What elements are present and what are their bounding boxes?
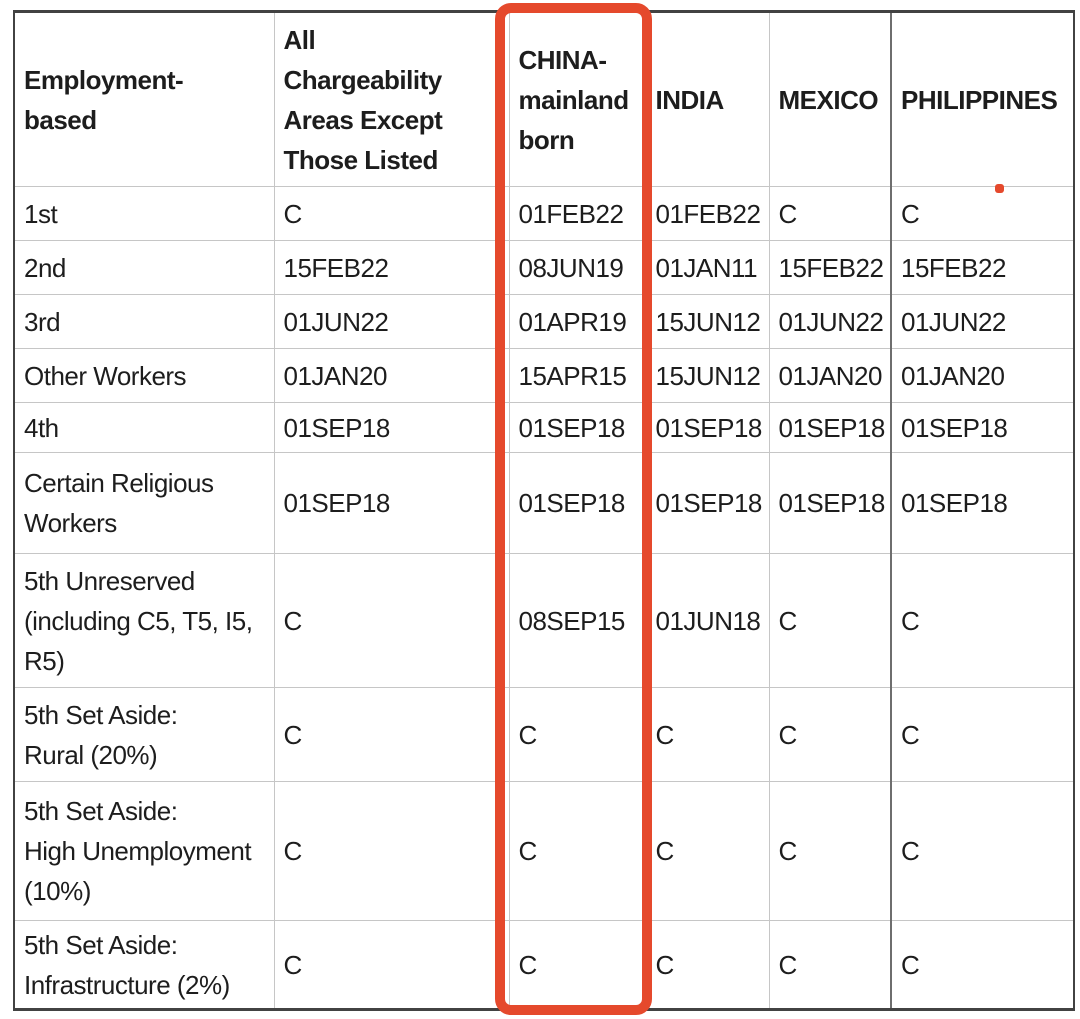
date-cell: C (273, 920, 510, 1010)
row-label-cell: 5th Set Aside: Rural (20%) (13, 687, 275, 782)
row-label-cell: Other Workers (13, 348, 275, 403)
table-row-1st: 1st C 01FEB22 01FEB22 C C (13, 186, 1075, 241)
red-marker-dot (995, 184, 1004, 193)
date-cell: 01JAN11 (645, 240, 770, 295)
date-cell: C (508, 781, 647, 921)
date-cell: 15JUN12 (645, 348, 770, 403)
table-row-5th-set-aside-high-unemployment: 5th Set Aside: High Unemployment (10%) C… (13, 781, 1075, 921)
header-cell-india: INDIA (645, 11, 770, 187)
date-cell: C (890, 687, 1075, 782)
date-cell: 01SEP18 (890, 402, 1075, 453)
header-cell-china-mainland-born: CHINA- mainland born (508, 11, 647, 187)
date-cell: 01FEB22 (508, 186, 647, 241)
date-cell: 01JUN22 (890, 294, 1075, 349)
date-cell: 01JAN20 (890, 348, 1075, 403)
table-row-4th: 4th 01SEP18 01SEP18 01SEP18 01SEP18 01SE… (13, 402, 1075, 453)
employment-based-final-action-dates-table: Employment- based All Chargeability Area… (13, 10, 1075, 1011)
date-cell: 01APR19 (508, 294, 647, 349)
date-cell: 01JUN22 (273, 294, 510, 349)
row-label-cell: Certain Religious Workers (13, 452, 275, 554)
row-label-cell: 2nd (13, 240, 275, 295)
row-label-cell: 5th Set Aside: Infrastructure (2%) (13, 920, 275, 1010)
date-cell: 15FEB22 (768, 240, 892, 295)
date-cell: 15APR15 (508, 348, 647, 403)
date-cell: C (508, 687, 647, 782)
date-cell: C (768, 781, 892, 921)
row-label-cell: 5th Unreserved (including C5, T5, I5, R5… (13, 553, 275, 688)
date-cell: 08SEP15 (508, 553, 647, 688)
date-cell: C (890, 920, 1075, 1010)
table-row-5th-unreserved: 5th Unreserved (including C5, T5, I5, R5… (13, 553, 1075, 688)
date-cell: C (768, 920, 892, 1010)
date-cell: 01JUN18 (645, 553, 770, 688)
row-label-cell: 4th (13, 402, 275, 453)
date-cell: 01SEP18 (645, 402, 770, 453)
date-cell: C (768, 186, 892, 241)
date-cell: 08JUN19 (508, 240, 647, 295)
date-cell: 01SEP18 (768, 402, 892, 453)
date-cell: C (273, 687, 510, 782)
date-cell: 15FEB22 (890, 240, 1075, 295)
date-cell: 01SEP18 (273, 402, 510, 453)
date-cell: 15FEB22 (273, 240, 510, 295)
header-cell-all-chargeability: All Chargeability Areas Except Those Lis… (273, 11, 510, 187)
date-cell: 01SEP18 (273, 452, 510, 554)
header-cell-philippines: PHILIPPINES (890, 11, 1075, 187)
date-cell: 01JUN22 (768, 294, 892, 349)
table-row-3rd: 3rd 01JUN22 01APR19 15JUN12 01JUN22 01JU… (13, 294, 1075, 349)
table-row-other-workers: Other Workers 01JAN20 15APR15 15JUN12 01… (13, 348, 1075, 403)
table-header: Employment- based All Chargeability Area… (13, 11, 1075, 187)
header-cell-employment-based: Employment- based (13, 11, 275, 187)
date-cell: C (645, 687, 770, 782)
date-cell: 01SEP18 (508, 452, 647, 554)
row-label-cell: 5th Set Aside: High Unemployment (10%) (13, 781, 275, 921)
table-row-certain-religious-workers: Certain Religious Workers 01SEP18 01SEP1… (13, 452, 1075, 554)
date-cell: C (645, 920, 770, 1010)
date-cell: 01SEP18 (890, 452, 1075, 554)
date-cell: C (890, 553, 1075, 688)
row-label-cell: 1st (13, 186, 275, 241)
date-cell: 01JAN20 (768, 348, 892, 403)
date-cell: C (890, 186, 1075, 241)
header-row: Employment- based All Chargeability Area… (13, 11, 1075, 187)
table-row-5th-set-aside-rural: 5th Set Aside: Rural (20%) C C C C C (13, 687, 1075, 782)
date-cell: C (273, 186, 510, 241)
date-cell: C (768, 687, 892, 782)
date-cell: C (273, 553, 510, 688)
date-cell: 01SEP18 (768, 452, 892, 554)
date-cell: 01SEP18 (645, 452, 770, 554)
date-cell: C (890, 781, 1075, 921)
date-cell: C (508, 920, 647, 1010)
date-cell: 01FEB22 (645, 186, 770, 241)
table-row-5th-set-aside-infrastructure: 5th Set Aside: Infrastructure (2%) C C C… (13, 920, 1075, 1010)
date-cell: C (768, 553, 892, 688)
date-cell: 01JAN20 (273, 348, 510, 403)
date-cell: C (273, 781, 510, 921)
header-cell-mexico: MEXICO (768, 11, 892, 187)
date-cell: C (645, 781, 770, 921)
table-body: 1st C 01FEB22 01FEB22 C C 2nd 15FEB22 08… (13, 186, 1075, 1010)
row-label-cell: 3rd (13, 294, 275, 349)
date-cell: 01SEP18 (508, 402, 647, 453)
date-cell: 15JUN12 (645, 294, 770, 349)
table-row-2nd: 2nd 15FEB22 08JUN19 01JAN11 15FEB22 15FE… (13, 240, 1075, 295)
